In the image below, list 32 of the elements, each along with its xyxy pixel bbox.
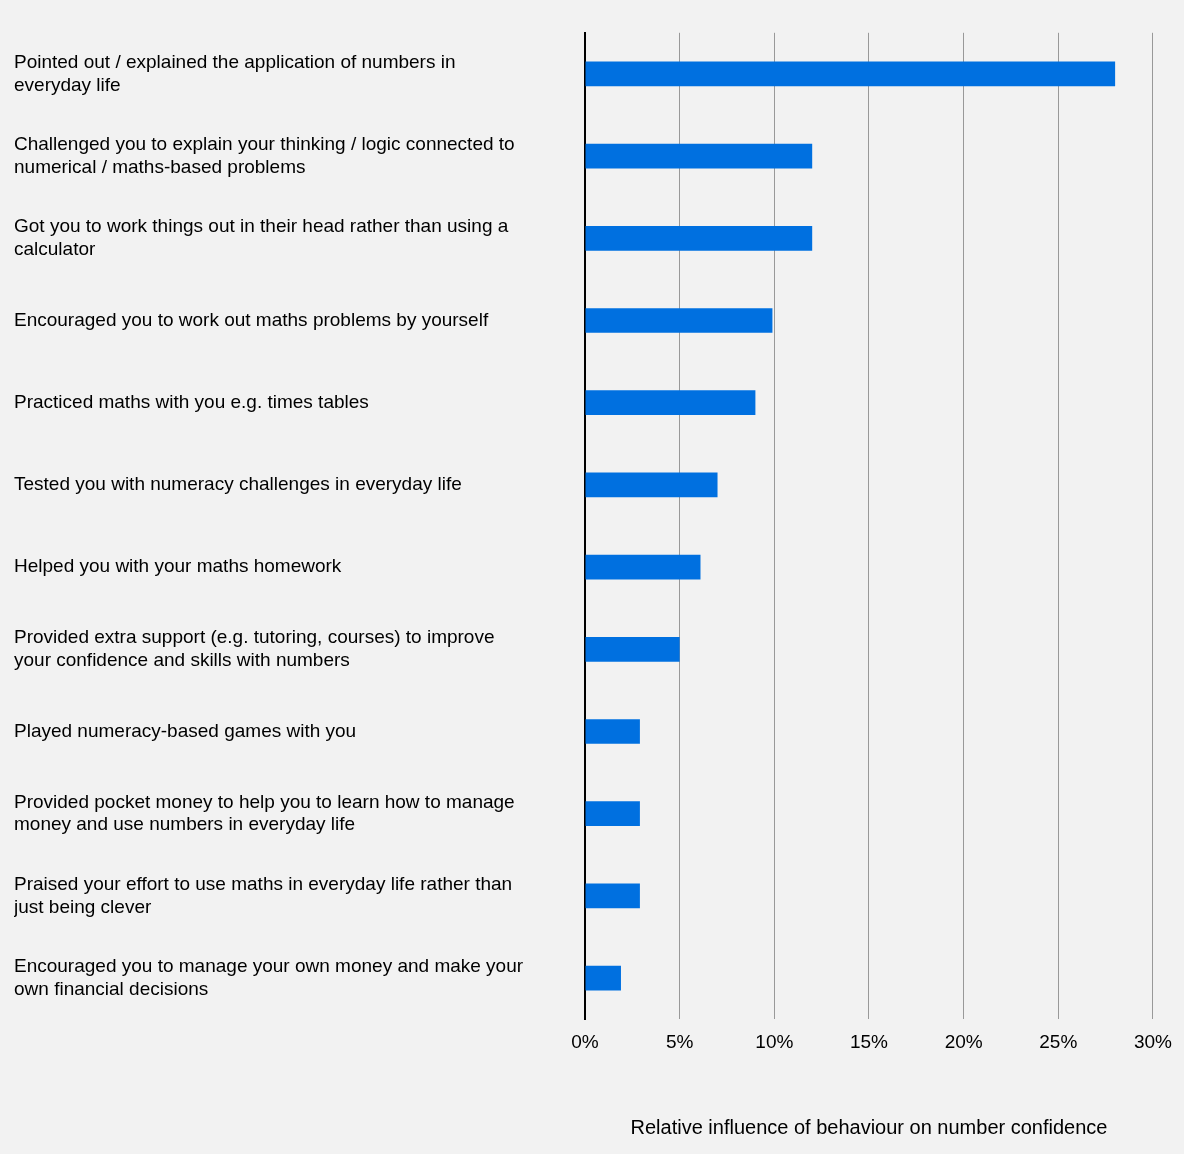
y-tick-label: Pointed out / explained the application of numbers in everyday life	[14, 50, 456, 95]
bar	[585, 61, 1116, 87]
y-tick-label: Got you to work things out in their head rather than using a calculator	[14, 215, 509, 259]
bar	[585, 883, 640, 909]
bar	[585, 801, 640, 827]
bar	[585, 636, 680, 662]
bar	[585, 554, 701, 580]
x-tick-label: 0%	[571, 1030, 599, 1052]
bar	[585, 965, 621, 991]
x-tick-label: 20%	[944, 1030, 983, 1052]
bar	[585, 143, 813, 169]
y-tick-label: Tested you with numeracy challenges in everyday life	[14, 473, 462, 495]
bar	[585, 472, 718, 498]
y-tick-label: Encouraged you to work out maths problems by yourself	[14, 308, 489, 330]
x-tick-label: 15%	[849, 1030, 889, 1052]
x-tick-label: 5%	[665, 1030, 694, 1052]
x-tick-label: 25%	[1039, 1030, 1078, 1052]
y-tick-label: Played numeracy-based games with you	[14, 719, 357, 741]
y-tick-label: Provided extra support (e.g. tutoring, courses) to improve your confidence and skills with numbers	[14, 626, 495, 670]
x-axis-title: Relative influence of behaviour on number confidence	[630, 1115, 1108, 1138]
x-tick-label: 30%	[1133, 1030, 1173, 1052]
y-tick-label: Encouraged you to manage your own money and make your own financial decisions	[14, 954, 524, 999]
y-tick-label: Provided pocket money to help you to learn how to manage money and use numbers in everyday life	[14, 790, 515, 835]
bar	[585, 308, 773, 333]
bar	[585, 225, 813, 251]
bar	[585, 719, 640, 744]
y-tick-label: Praised your effort to use maths in everyday life rather than just being clever	[13, 872, 513, 917]
bar	[585, 390, 756, 416]
y-tick-label: Practiced maths with you e.g. times tables	[14, 390, 369, 412]
x-tick-label: 10%	[755, 1030, 794, 1052]
y-tick-label: Challenged you to explain your thinking / logic connected to numerical / maths-based problems	[14, 132, 515, 177]
y-tick-label: Helped you with your maths homework	[14, 555, 342, 577]
